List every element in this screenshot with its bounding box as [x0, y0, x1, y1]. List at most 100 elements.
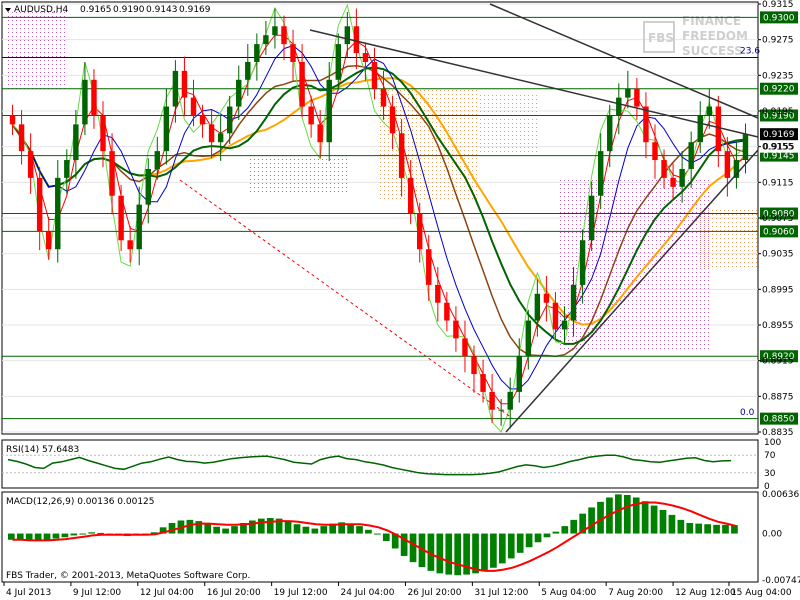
cloud-dot — [290, 167, 291, 168]
cloud-dot — [52, 84, 53, 85]
cloud-dot — [412, 138, 413, 139]
cloud-dot — [616, 252, 617, 253]
cloud-dot — [592, 308, 593, 309]
cloud-dot — [20, 44, 21, 45]
cloud-dot — [36, 12, 37, 13]
cloud-dot — [440, 130, 441, 131]
cloud-dot — [436, 102, 437, 103]
cloud-dot — [346, 183, 347, 184]
cloud-dot — [700, 204, 701, 205]
cloud-dot — [564, 180, 565, 181]
cloud-dot — [20, 16, 21, 17]
cloud-dot — [528, 135, 529, 136]
cloud-dot — [692, 344, 693, 345]
cloud-dot — [408, 154, 409, 155]
cloud-dot — [380, 158, 381, 159]
cloud-dot — [24, 48, 25, 49]
cloud-dot — [600, 280, 601, 281]
cloud-dot — [282, 179, 283, 180]
cloud-dot — [270, 167, 271, 168]
cloud-dot — [700, 252, 701, 253]
fibonacci-baseline[interactable] — [179, 179, 513, 419]
cloud-dot — [444, 182, 445, 183]
cloud-dot — [388, 186, 389, 187]
cloud-dot — [330, 187, 331, 188]
cloud-dot — [668, 348, 669, 349]
cloud-dot — [700, 272, 701, 273]
cloud-dot — [416, 162, 417, 163]
cloud-dot — [568, 244, 569, 245]
macd-bar — [257, 518, 265, 534]
cloud-dot — [664, 268, 665, 269]
cloud-dot — [12, 52, 13, 53]
cloud-dot — [424, 102, 425, 103]
cloud-dot — [684, 216, 685, 217]
cloud-dot — [384, 178, 385, 179]
cloud-dot — [668, 200, 669, 201]
cloud-dot — [528, 111, 529, 112]
cloud-dot — [660, 296, 661, 297]
cloud-dot — [48, 12, 49, 13]
cloud-dot — [700, 192, 701, 193]
cloud-dot — [48, 64, 49, 65]
macd-title: MACD(12,26,9) 0.00136 0.00125 — [6, 497, 155, 507]
resistance-trendline-2[interactable] — [489, 3, 759, 119]
resistance-trendline-1[interactable] — [309, 29, 759, 138]
cloud-dot — [508, 139, 509, 140]
cloud-dot — [716, 230, 717, 231]
cloud-dot — [600, 228, 601, 229]
cloud-dot — [644, 184, 645, 185]
cloud-dot — [404, 106, 405, 107]
cloud-dot — [696, 260, 697, 261]
cloud-dot — [290, 159, 291, 160]
cloud-dot — [640, 220, 641, 221]
cloud-dot — [424, 162, 425, 163]
cloud-dot — [612, 224, 613, 225]
cloud-dot — [632, 284, 633, 285]
cloud-dot — [676, 300, 677, 301]
cloud-dot — [644, 304, 645, 305]
cloud-dot — [752, 226, 753, 227]
cloud-dot — [624, 188, 625, 189]
cloud-dot — [60, 16, 61, 17]
cloud-dot — [24, 36, 25, 37]
cloud-dot — [476, 126, 477, 127]
chart-menu-icon[interactable] — [5, 8, 11, 12]
cloud-dot — [266, 183, 267, 184]
cloud-dot — [584, 220, 585, 221]
cloud-dot — [656, 192, 657, 193]
candles[interactable] — [9, 8, 749, 429]
cloud-dot — [716, 210, 717, 211]
cloud-dot — [512, 127, 513, 128]
trendlines[interactable] — [179, 3, 759, 433]
cloud-dot — [624, 324, 625, 325]
cloud-dot — [700, 212, 701, 213]
cloud-dot — [636, 216, 637, 217]
cloud-dot — [468, 98, 469, 99]
candle-body — [27, 151, 34, 178]
cloud-dot — [286, 163, 287, 164]
cloud-dot — [692, 248, 693, 249]
cloud-dot — [628, 196, 629, 197]
cloud-dot — [564, 256, 565, 257]
cloud-dot — [504, 119, 505, 120]
cloud-dot — [456, 106, 457, 107]
cloud-dot — [660, 256, 661, 257]
cloud-dot — [676, 204, 677, 205]
cloud-dot — [692, 232, 693, 233]
cloud-dot — [464, 102, 465, 103]
cloud-dot — [448, 150, 449, 151]
cloud-dot — [648, 320, 649, 321]
cloud-dot — [408, 130, 409, 131]
cloud-dot — [660, 344, 661, 345]
cloud-dot — [644, 336, 645, 337]
cloud-dot — [612, 292, 613, 293]
cloud-dot — [380, 166, 381, 167]
cloud-dot — [684, 292, 685, 293]
cloud-dot — [716, 250, 717, 251]
cloud-dot — [428, 130, 429, 131]
cloud-dot — [704, 292, 705, 293]
cloud-dot — [476, 94, 477, 95]
support-trendline[interactable] — [505, 149, 759, 433]
cloud-dot — [632, 200, 633, 201]
